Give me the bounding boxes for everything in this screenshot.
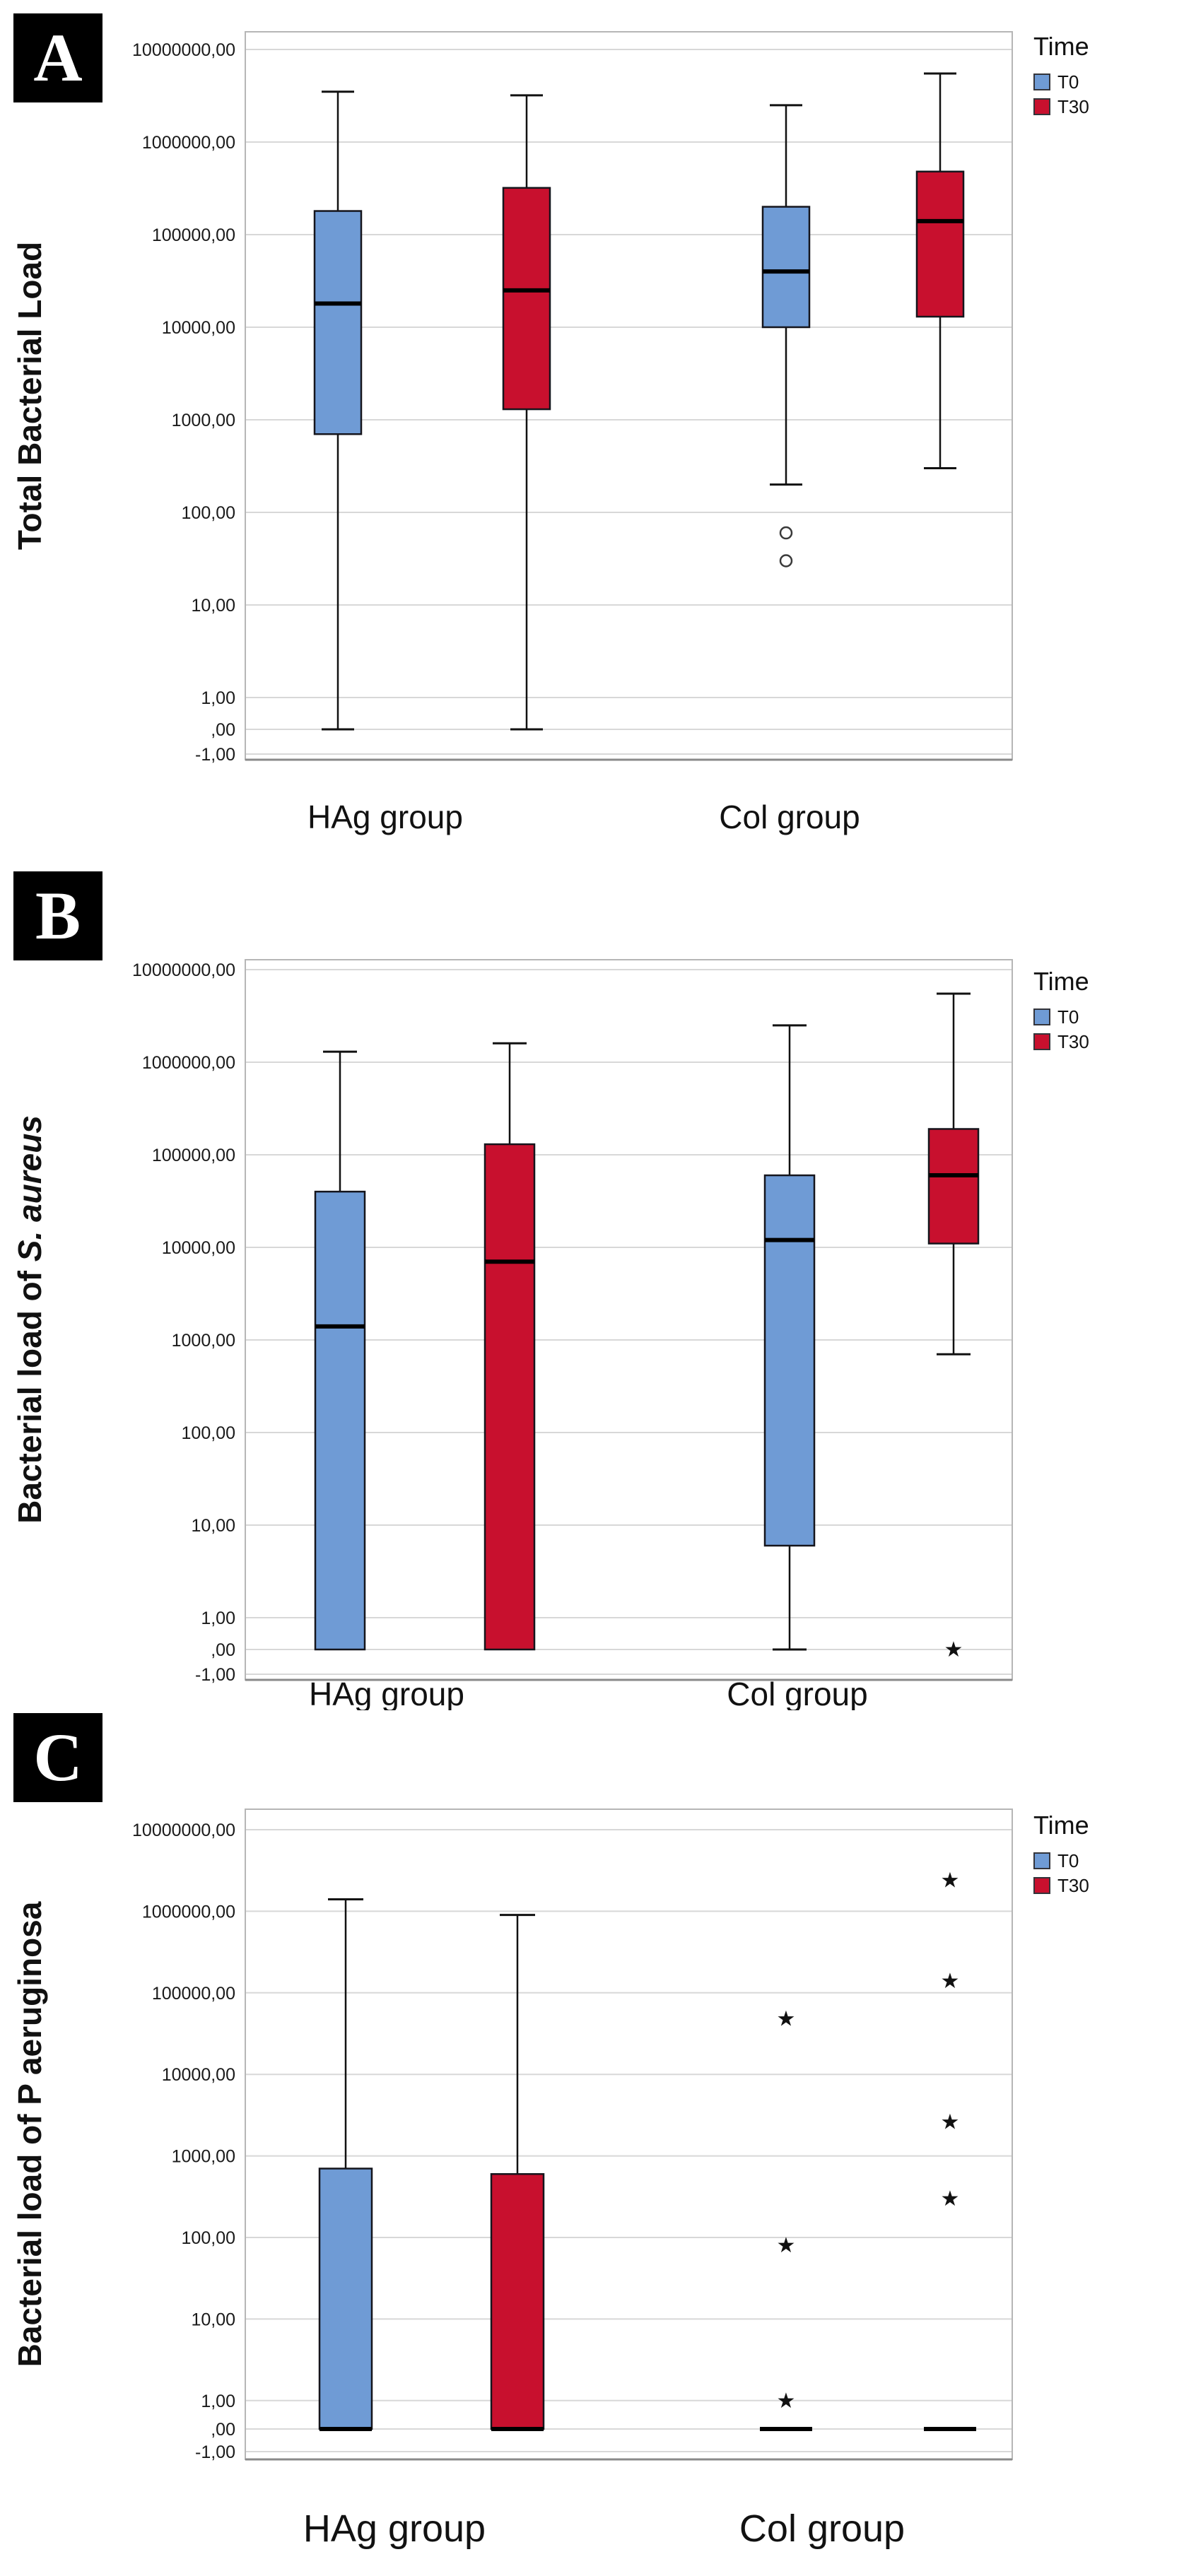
- y-tick-label: 1000000,00: [142, 1053, 235, 1073]
- legend-item-t30: T30: [1033, 1033, 1182, 1051]
- extreme-star-icon: ★: [941, 2111, 960, 2134]
- extreme-star-icon: ★: [777, 2008, 796, 2031]
- y-tick-label: 10000,00: [162, 1238, 235, 1258]
- legend-item-t30: T30: [1033, 98, 1182, 116]
- legend: Time T0 T30: [1033, 967, 1182, 1057]
- y-tick-label: 10,00: [191, 596, 235, 616]
- y-tick-label: 100,00: [182, 503, 235, 523]
- x-category-label: Col group: [739, 2507, 905, 2550]
- panel-letter-badge: C: [13, 1713, 102, 1802]
- legend-label-t30: T30: [1057, 1875, 1089, 1896]
- box-T0: [763, 1174, 816, 1547]
- x-category-label: Col group: [727, 1676, 867, 1710]
- y-tick-label: 10000,00: [162, 318, 235, 338]
- extreme-star-icon: ★: [777, 2234, 796, 2257]
- legend-item-t30: T30: [1033, 1876, 1182, 1895]
- y-tick-label: 100,00: [182, 2228, 235, 2248]
- y-tick-label: 1000,00: [172, 2147, 235, 2167]
- y-tick-label: 1,00: [201, 688, 235, 708]
- legend-item-t0: T0: [1033, 1852, 1182, 1870]
- y-tick-label: 1000,00: [172, 411, 235, 430]
- panel-letter-badge: B: [13, 871, 102, 960]
- y-axis-title: Bacterial load of S. aureus: [11, 1115, 48, 1524]
- t0-color-swatch-icon: [1033, 1852, 1050, 1869]
- box-T0: [761, 206, 811, 329]
- t0-color-swatch-icon: [1033, 1008, 1050, 1025]
- box-T0: [318, 2168, 373, 2430]
- x-category-label: HAg group: [309, 1676, 464, 1710]
- box-T30: [915, 170, 965, 318]
- box-T30: [927, 1128, 980, 1245]
- t30-color-swatch-icon: [1033, 1877, 1050, 1894]
- extreme-star-icon: ★: [777, 2389, 796, 2413]
- panel-a: 10000000,00 1000000,00 100000,00 10000,00 10…: [0, 0, 1184, 855]
- legend-title: Time: [1033, 967, 1089, 996]
- box-T0: [314, 1190, 366, 1651]
- x-category-label: HAg group: [303, 2507, 486, 2550]
- legend-label-t0: T0: [1057, 1006, 1079, 1028]
- t30-color-swatch-icon: [1033, 98, 1050, 115]
- box-T0: [313, 210, 363, 435]
- boxplot-chart-c: 10000000,00 1000000,00 100000,00 10000,00 10…: [11, 1809, 1013, 2550]
- extreme-star-icon: ★: [941, 1869, 960, 1893]
- y-tick-label: -1,00: [195, 1665, 235, 1685]
- t0-color-swatch-icon: [1033, 73, 1050, 90]
- y-tick-label: ,00: [211, 2420, 235, 2440]
- legend-label-t30: T30: [1057, 96, 1089, 117]
- y-tick-label: 1000,00: [172, 1331, 235, 1351]
- y-tick-label: 100000,00: [152, 1984, 235, 2004]
- y-tick-label: 100,00: [182, 1423, 235, 1443]
- y-tick-label: 1000000,00: [142, 1902, 235, 1922]
- legend-item-t0: T0: [1033, 73, 1182, 91]
- legend-title: Time: [1033, 32, 1089, 61]
- box-T30: [502, 187, 551, 411]
- legend-label-t0: T0: [1057, 71, 1079, 93]
- outlier-icon: [779, 526, 793, 540]
- boxplot-chart-b: 10000000,00 1000000,00 100000,00 10000,00 10…: [11, 959, 1013, 1710]
- x-category-label: HAg group: [307, 799, 463, 835]
- panel-letter-badge: A: [13, 13, 102, 102]
- extreme-star-icon: ★: [944, 1638, 963, 1662]
- y-tick-label: -1,00: [195, 745, 235, 765]
- y-tick-label: 10,00: [191, 1516, 235, 1536]
- y-tick-label: ,00: [211, 720, 235, 740]
- y-tick-label: 10000000,00: [132, 40, 235, 60]
- extreme-star-icon: ★: [941, 1970, 960, 1993]
- y-tick-label: 100000,00: [152, 225, 235, 245]
- panel-b: 10000000,00 1000000,00 100000,00 10000,00 10…: [0, 855, 1184, 1710]
- y-tick-label: 10000,00: [162, 2065, 235, 2085]
- y-tick-label: ,00: [211, 1640, 235, 1660]
- box-T30: [483, 1143, 536, 1651]
- y-tick-label: 1,00: [201, 1608, 235, 1628]
- x-category-label: Col group: [719, 799, 860, 835]
- legend: Time T0 T30: [1033, 1811, 1182, 1901]
- legend-label-t0: T0: [1057, 1850, 1079, 1871]
- extreme-star-icon: ★: [941, 2187, 960, 2211]
- y-tick-label: 1000000,00: [142, 133, 235, 153]
- y-tick-label: 10000000,00: [132, 1821, 235, 1840]
- y-axis-title: Total Bacterial Load: [11, 242, 48, 550]
- boxplot-chart-a: 10000000,00 1000000,00 100000,00 10000,00 10…: [11, 31, 1013, 835]
- y-tick-label: 1,00: [201, 2392, 235, 2411]
- y-tick-label: 10,00: [191, 2310, 235, 2329]
- y-tick-label: 10000000,00: [132, 960, 235, 980]
- legend-item-t0: T0: [1033, 1008, 1182, 1026]
- y-tick-label: 100000,00: [152, 1146, 235, 1165]
- legend: Time T0 T30: [1033, 32, 1182, 122]
- legend-title: Time: [1033, 1811, 1089, 1840]
- y-axis-title: Bacterial load of P aeruginosa: [11, 1901, 48, 2367]
- panel-c: 10000000,00 1000000,00 100000,00 10000,00 10…: [0, 1710, 1184, 2576]
- outlier-icon: [779, 554, 793, 567]
- t30-color-swatch-icon: [1033, 1033, 1050, 1050]
- y-tick-label: -1,00: [195, 2442, 235, 2462]
- legend-label-t30: T30: [1057, 1031, 1089, 1052]
- box-T30: [490, 2172, 545, 2430]
